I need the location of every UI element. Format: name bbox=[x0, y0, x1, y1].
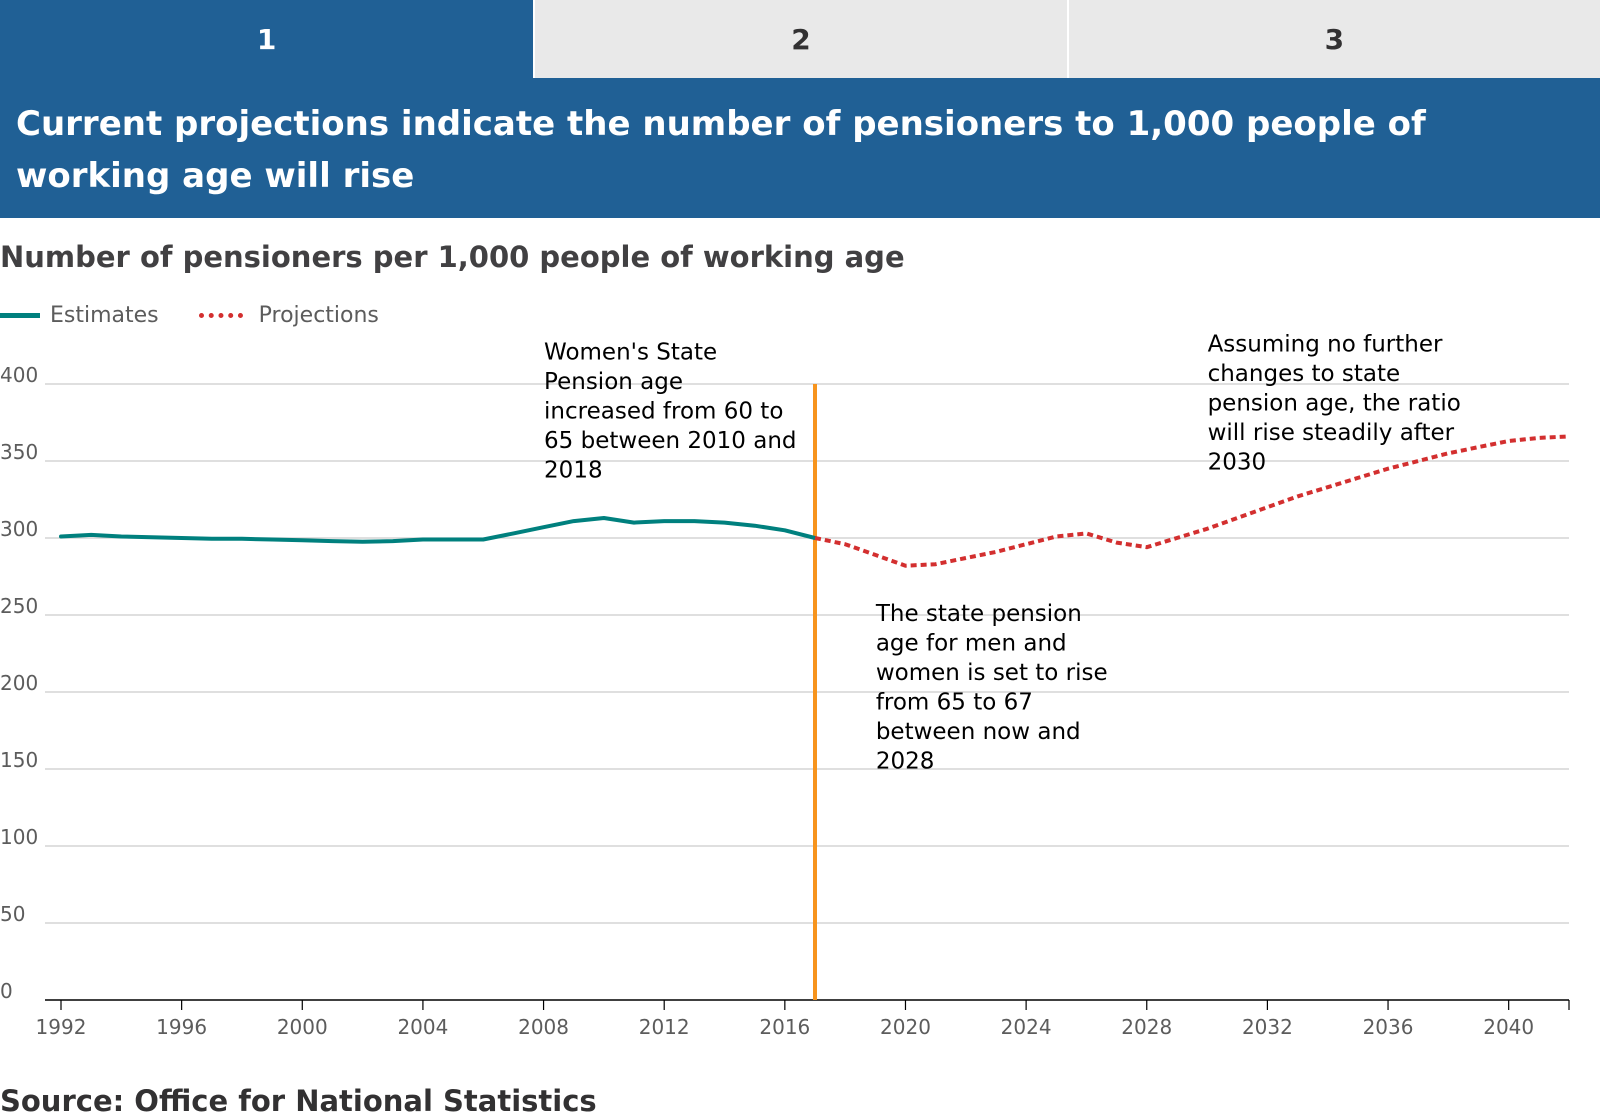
annotation-3: Assuming no further changes to state pensi… bbox=[1208, 332, 1461, 476]
chart-title: Number of pensioners per 1,000 people of… bbox=[0, 240, 905, 274]
annotation-line: 65 between 2010 and bbox=[544, 428, 796, 454]
annotation-line: age for men and bbox=[876, 631, 1067, 657]
annotation-line: The state pension bbox=[875, 601, 1082, 627]
y-tick-label: 200 bbox=[0, 671, 38, 695]
annotation-line: 2018 bbox=[544, 457, 603, 483]
x-tick-label: 2016 bbox=[759, 1015, 810, 1039]
legend-item-projections: Projections bbox=[198, 302, 379, 328]
annotation-line: 2030 bbox=[1208, 450, 1267, 476]
x-tick-label: 2000 bbox=[277, 1015, 328, 1039]
y-tick-label: 250 bbox=[0, 594, 38, 618]
chart-legend: Estimates Projections bbox=[0, 300, 419, 330]
x-tick-label: 2028 bbox=[1121, 1015, 1172, 1039]
annotation-line: between now and bbox=[876, 719, 1081, 745]
x-tick-label: 2020 bbox=[880, 1015, 931, 1039]
annotation-line: increased from 60 to bbox=[544, 398, 783, 424]
x-tick-label: 2036 bbox=[1363, 1015, 1414, 1039]
annotation-line: from 65 to 67 bbox=[876, 690, 1033, 716]
y-tick-label: 400 bbox=[0, 363, 38, 387]
series-line-estimates bbox=[59, 516, 817, 544]
legend-swatch-projections bbox=[198, 312, 243, 318]
annotation-1: Women's State Pension age increased from 6… bbox=[544, 339, 796, 483]
annotation-line: women is set to rise bbox=[876, 660, 1108, 686]
y-tick-label: 300 bbox=[0, 517, 38, 541]
y-tick-label: 0 bbox=[0, 979, 13, 1003]
legend-label-projections: Projections bbox=[258, 302, 379, 328]
y-tick-label: 150 bbox=[0, 748, 38, 772]
series-line-projections bbox=[814, 434, 1570, 568]
annotation-2: The state pension age for men and women is… bbox=[875, 601, 1108, 775]
headline-banner: Current projections indicate the number … bbox=[0, 78, 1600, 218]
annotation-line: Women's State bbox=[544, 339, 717, 365]
annotation-line: Assuming no further bbox=[1208, 332, 1443, 358]
x-tick-label: 2040 bbox=[1483, 1015, 1534, 1039]
x-tick-label: 2004 bbox=[397, 1015, 448, 1039]
annotation-line: will rise steadily after bbox=[1208, 420, 1455, 446]
x-tick-label: 1992 bbox=[36, 1015, 87, 1039]
x-tick-label: 1996 bbox=[156, 1015, 207, 1039]
x-tick-label: 2024 bbox=[1001, 1015, 1052, 1039]
source-note: Source: Office for National Statistics bbox=[0, 1084, 597, 1117]
annotation-line: pension age, the ratio bbox=[1208, 391, 1461, 417]
x-tick-label: 2012 bbox=[639, 1015, 690, 1039]
tab-1[interactable]: 1 bbox=[0, 0, 534, 78]
y-tick-label: 50 bbox=[0, 902, 25, 926]
y-tick-label: 350 bbox=[0, 440, 38, 464]
x-tick-label: 2008 bbox=[518, 1015, 569, 1039]
tab-3[interactable]: 3 bbox=[1066, 0, 1600, 78]
legend-label-estimates: Estimates bbox=[50, 302, 159, 328]
annotation-line: 2028 bbox=[876, 749, 935, 775]
annotation-line: Pension age bbox=[544, 369, 683, 395]
headline-text: Current projections indicate the number … bbox=[16, 104, 1426, 196]
legend-item-estimates: Estimates bbox=[0, 303, 159, 328]
x-tick-label: 2032 bbox=[1242, 1015, 1293, 1039]
y-tick-label: 100 bbox=[0, 825, 38, 849]
legend-swatch-estimates bbox=[0, 312, 40, 318]
annotation-line: changes to state bbox=[1208, 361, 1401, 387]
line-chart: 0 50 100 150 200 250 300 350 400 1992 1996 2000 2004… bbox=[0, 332, 1570, 1039]
tab-2[interactable]: 2 bbox=[533, 0, 1067, 78]
tab-bar: 1 2 3 bbox=[0, 0, 1600, 78]
